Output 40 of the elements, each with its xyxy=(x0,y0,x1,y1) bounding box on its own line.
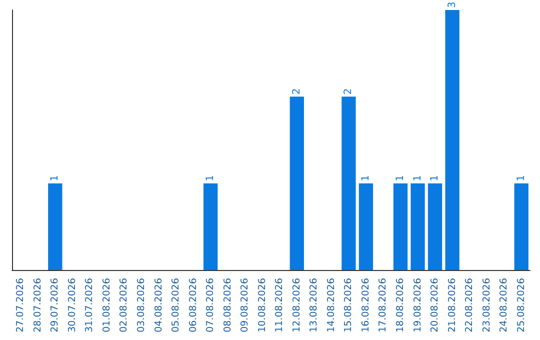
data-label: 2 xyxy=(343,88,354,95)
x-tick-label: 12.08.2026 xyxy=(291,278,302,332)
x-tick-label: 23.08.2026 xyxy=(481,278,492,332)
x-tick-label: 13.08.2026 xyxy=(308,278,320,332)
x-tick-label: 01.08.2026 xyxy=(101,278,112,332)
x-tick-label: 28.07.2026 xyxy=(32,278,44,332)
x-tick-label: 31.07.2026 xyxy=(84,278,96,332)
x-tick-label: 15.08.2026 xyxy=(343,278,354,332)
x-tick-label: 03.08.2026 xyxy=(136,278,147,332)
x-tick-label: 18.08.2026 xyxy=(395,278,406,332)
x-tick-label: 16.08.2026 xyxy=(360,278,372,332)
x-tick-label: 10.08.2026 xyxy=(256,278,268,332)
x-tick-label: 02.08.2026 xyxy=(118,278,130,332)
data-label: 1 xyxy=(360,174,372,182)
x-tick-label: 20.08.2026 xyxy=(430,278,441,332)
data-label: 1 xyxy=(50,174,61,182)
data-label: 1 xyxy=(205,174,216,182)
data-label: 3 xyxy=(446,2,458,8)
x-tick-label: 11.08.2026 xyxy=(274,278,286,332)
x-tick-label: 09.08.2026 xyxy=(240,278,251,332)
x-tick-label: 25.08.2026 xyxy=(516,278,527,332)
x-tick-label: 24.08.2026 xyxy=(498,278,510,332)
x-tick-label: 29.07.2026 xyxy=(50,278,61,332)
data-label: 1 xyxy=(395,174,406,182)
data-label: 1 xyxy=(412,174,424,182)
x-tick-label: 14.08.2026 xyxy=(326,278,337,332)
x-tick-label: 06.08.2026 xyxy=(188,278,199,332)
data-label: 1 xyxy=(516,174,527,182)
x-tick-label: 08.08.2026 xyxy=(222,278,234,332)
x-tick-label: 07.08.2026 xyxy=(205,278,216,332)
x-tick-label: 19.08.2026 xyxy=(412,278,424,332)
x-tick-label: 30.07.2026 xyxy=(66,278,78,332)
x-tick-label: 27.07.2026 xyxy=(15,278,26,332)
data-label: 2 xyxy=(291,88,302,95)
x-tick-label: 05.08.2026 xyxy=(170,278,182,332)
x-tick-label: 21.08.2026 xyxy=(446,278,458,332)
x-tick-label: 04.08.2026 xyxy=(153,278,164,332)
data-label: 1 xyxy=(430,174,441,182)
x-tick-label: 22.08.2026 xyxy=(464,278,476,332)
x-tick-label: 17.08.2026 xyxy=(378,278,389,332)
